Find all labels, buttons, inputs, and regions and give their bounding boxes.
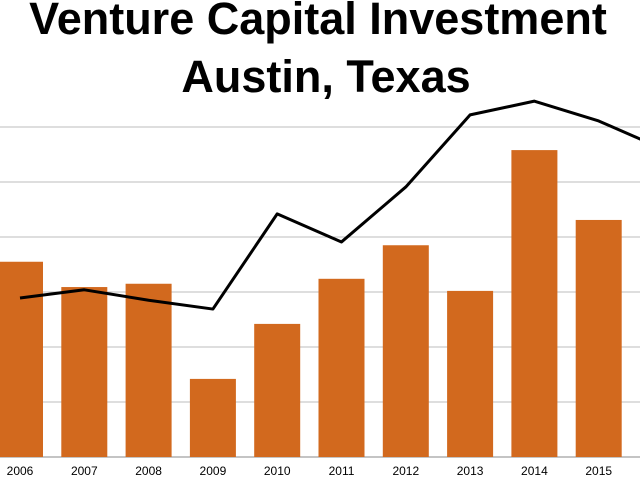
bar — [0, 261, 43, 457]
bar — [511, 150, 558, 457]
x-tick-label: 2007 — [71, 464, 98, 478]
x-tick-label: 2008 — [135, 464, 162, 478]
plot-area: 2006 2007 2008 2009 2010 2011 2012 2013 2014 2015 — [0, 99, 640, 478]
x-tick-label: 2011 — [329, 464, 355, 478]
bar — [125, 283, 172, 457]
line — [19, 99, 640, 311]
x-tick-label: 2010 — [264, 464, 291, 478]
bar — [61, 287, 108, 457]
bar — [447, 290, 494, 457]
x-tick-label: 2015 — [585, 464, 612, 478]
bar — [382, 245, 429, 457]
x-tick-label: 2009 — [200, 464, 227, 478]
chart-title: Venture Capital Investment — [29, 0, 607, 44]
bar — [254, 323, 301, 457]
x-tick-label: 2014 — [521, 464, 548, 478]
bar — [318, 278, 365, 457]
bar — [189, 378, 236, 457]
chart-title: Austin, Texas — [181, 51, 470, 102]
x-tick-label: 2013 — [457, 464, 484, 478]
x-tick-label: 2012 — [392, 464, 419, 478]
x-tick-label: 2006 — [7, 464, 34, 478]
bar — [575, 219, 622, 457]
